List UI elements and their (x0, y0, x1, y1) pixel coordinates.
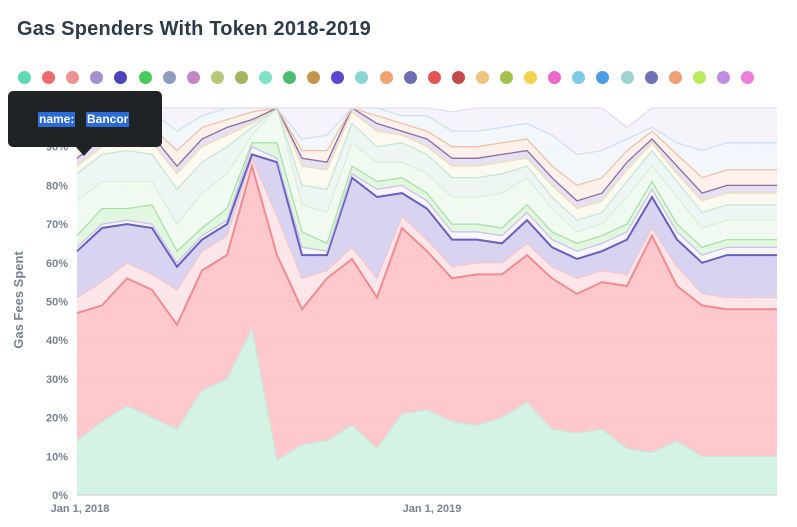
legend-dot[interactable] (644, 71, 658, 84)
legend-dot[interactable] (548, 71, 562, 84)
legend-dot[interactable] (331, 71, 345, 84)
chart-title: Gas Spenders With Token 2018-2019 (17, 18, 371, 40)
legend-dot[interactable] (500, 71, 513, 84)
legend-dot[interactable] (451, 71, 465, 84)
y-tick-label: 50% (46, 297, 68, 309)
tooltip (8, 91, 162, 147)
tooltip-key: name: (38, 112, 76, 127)
legend-dot[interactable] (716, 71, 730, 84)
series-line-9 (76, 107, 777, 202)
legend-dot[interactable] (283, 71, 297, 84)
series-line-3 (76, 153, 777, 269)
legend-dot[interactable] (66, 71, 80, 84)
series-line-5 (76, 142, 777, 253)
legend-dot[interactable] (355, 71, 369, 84)
series-line-12 (77, 107, 777, 129)
y-tick-label: 20% (46, 413, 68, 425)
area-series-4[interactable] (77, 146, 777, 267)
legend-dot[interactable] (379, 71, 393, 84)
y-tick-label: 10% (46, 451, 68, 463)
legend-dot[interactable] (475, 71, 489, 84)
legend-dot[interactable] (596, 71, 610, 84)
series-line-4 (76, 145, 777, 264)
y-tick-label: 30% (46, 374, 68, 386)
area-series-5[interactable] (77, 142, 777, 263)
legend-dot[interactable] (210, 71, 224, 84)
legend-dot[interactable] (427, 71, 441, 84)
legend-dot[interactable] (186, 71, 200, 84)
y-axis-label: Gas Fees Spent (11, 251, 26, 349)
area-series-2[interactable] (77, 158, 777, 325)
area-series-1[interactable] (77, 166, 777, 461)
tooltip-value: Bancor (86, 112, 130, 127)
legend-dot[interactable] (692, 71, 706, 84)
series-line-10 (76, 107, 777, 187)
series-line-8 (76, 107, 777, 210)
y-tick-label: 70% (46, 219, 68, 231)
x-tick-label: Jan 1, 2018 (51, 503, 110, 515)
series-line-1 (76, 162, 777, 327)
legend-dot[interactable] (620, 71, 634, 84)
area-series-11[interactable] (77, 108, 777, 186)
y-tick-label: 0% (52, 490, 68, 502)
series-line-7 (76, 106, 777, 221)
axes: Gas Fees Spent Jan 1, 2018 Jan 1, 2019 0… (11, 142, 777, 515)
area-series-6[interactable] (77, 108, 777, 252)
legend-dot[interactable] (114, 71, 128, 84)
legend-dot[interactable] (42, 71, 56, 84)
legend-dot[interactable] (234, 71, 248, 84)
legend-dot[interactable] (162, 71, 176, 84)
area-series-8[interactable] (77, 108, 777, 221)
tooltip-arrow (76, 147, 92, 156)
area-series-3[interactable] (77, 154, 777, 298)
y-tick-label: 40% (46, 335, 68, 347)
area-series-12[interactable] (77, 108, 777, 155)
legend-dot[interactable] (524, 71, 538, 84)
series-lines (76, 106, 777, 462)
y-tick-label: 60% (46, 258, 68, 270)
legend-dot[interactable] (18, 71, 31, 84)
series-line-6 (76, 106, 777, 233)
legend-dot[interactable] (90, 71, 104, 84)
legend-dot[interactable] (259, 71, 272, 84)
series-line-2 (76, 156, 777, 299)
y-ticks: 0%10%20%30%40%50%60%70%80%90% (46, 142, 68, 502)
series-line-11 (76, 107, 777, 156)
series-line-0 (76, 326, 777, 462)
legend-dot[interactable] (572, 71, 586, 84)
area-series-7[interactable] (77, 108, 777, 232)
y-tick-label: 80% (46, 180, 68, 192)
legend-dot[interactable] (403, 71, 417, 84)
area-series-0[interactable] (77, 328, 777, 495)
legend-dot[interactable] (307, 71, 321, 84)
legend-dot[interactable] (668, 71, 682, 84)
legend-dot[interactable] (741, 71, 754, 84)
x-tick-label: Jan 1, 2019 (403, 503, 462, 515)
legend-dot[interactable] (138, 71, 152, 84)
area-series (77, 108, 777, 495)
